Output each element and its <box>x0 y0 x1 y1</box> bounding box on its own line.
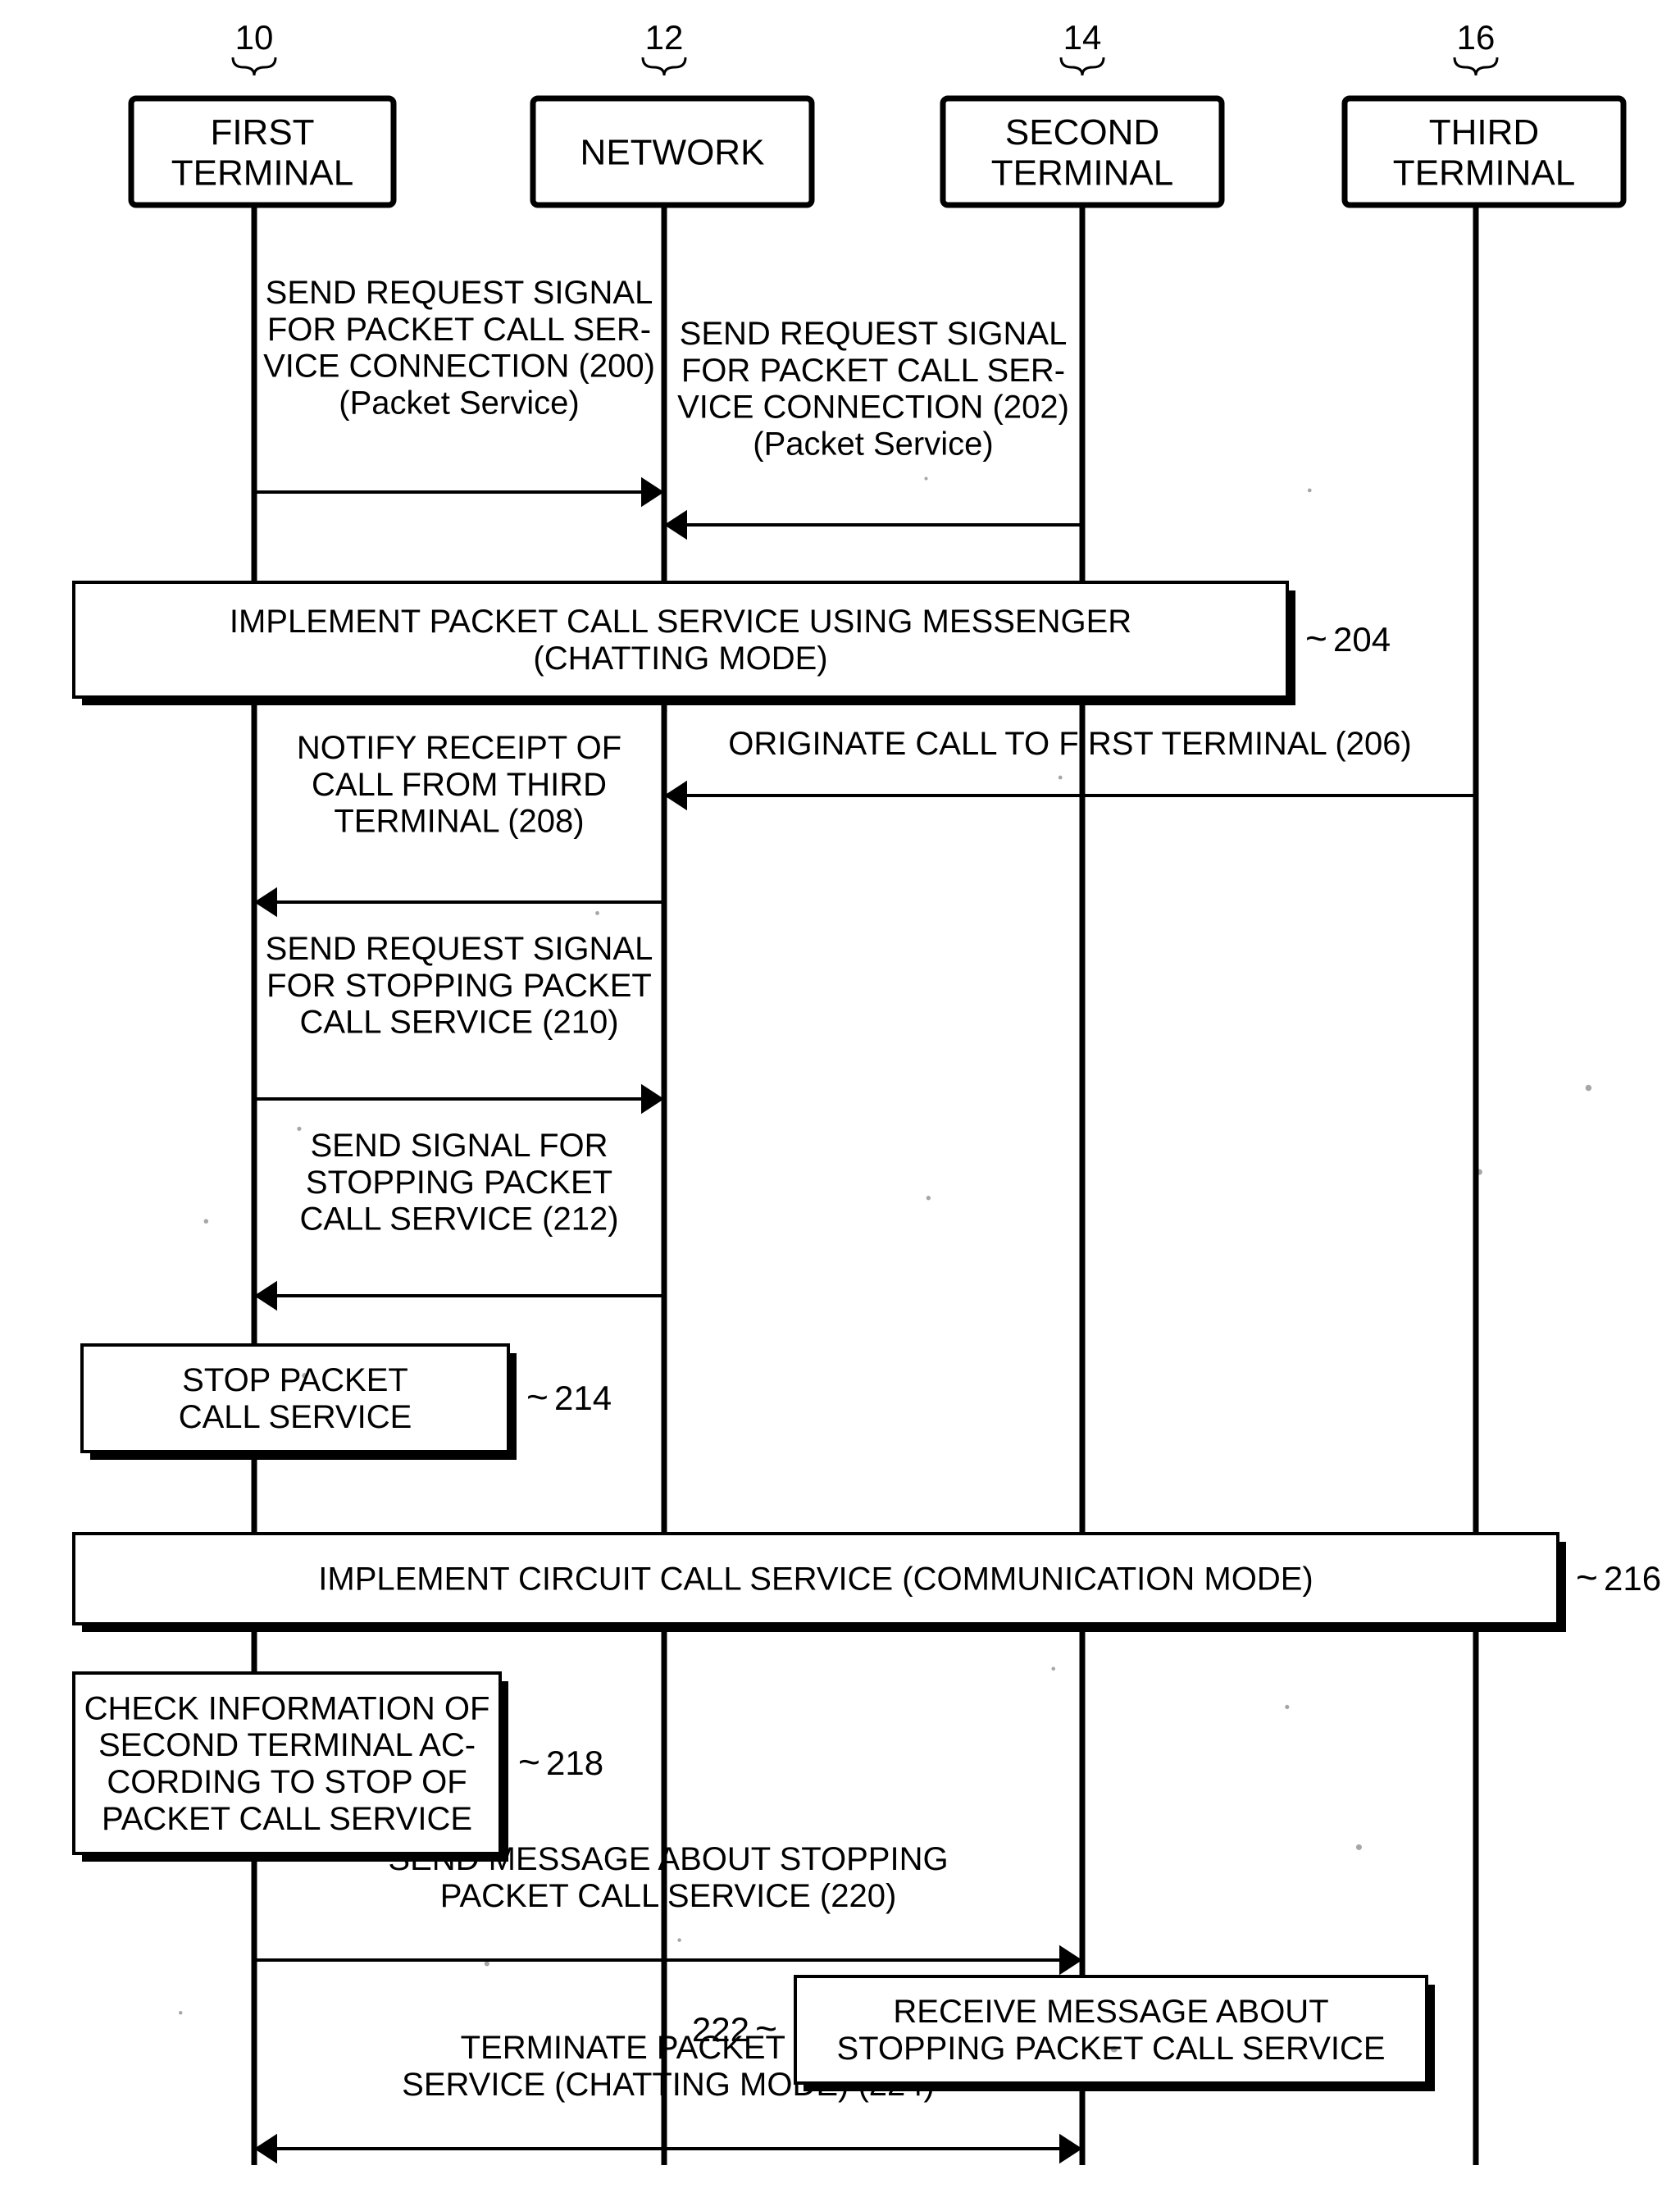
svg-text:FOR PACKET CALL SER-: FOR PACKET CALL SER- <box>267 312 651 348</box>
svg-text:(CHATTING MODE): (CHATTING MODE) <box>533 641 827 677</box>
noise-dot <box>1059 776 1063 780</box>
noise-dot <box>595 911 599 915</box>
svg-text:STOPPING PACKET: STOPPING PACKET <box>306 1165 612 1201</box>
svg-text:PACKET CALL SERVICE: PACKET CALL SERVICE <box>102 1801 472 1837</box>
svg-text:TERMINAL: TERMINAL <box>991 153 1173 193</box>
noise-dot <box>485 1961 489 1966</box>
ref-number: 216 <box>1604 1559 1661 1598</box>
svg-text:CALL FROM THIRD: CALL FROM THIRD <box>312 767 607 803</box>
svg-text:~: ~ <box>1576 1556 1598 1598</box>
svg-text:PACKET CALL SERVICE (220): PACKET CALL SERVICE (220) <box>440 1878 897 1914</box>
lifeline-id: 14 <box>1063 18 1102 57</box>
svg-text:SECOND: SECOND <box>1005 112 1159 153</box>
svg-text:CALL SERVICE: CALL SERVICE <box>179 1399 412 1435</box>
svg-text:NETWORK: NETWORK <box>580 132 765 172</box>
svg-text:TERMINAL (208): TERMINAL (208) <box>334 804 584 840</box>
svg-text:IMPLEMENT CIRCUIT CALL SERVICE: IMPLEMENT CIRCUIT CALL SERVICE (COMMUNIC… <box>318 1561 1313 1598</box>
noise-dot <box>1285 1705 1289 1709</box>
lifeline-id: 16 <box>1457 18 1496 57</box>
ref-number: 222 <box>692 2010 749 2049</box>
svg-text:TERMINAL: TERMINAL <box>171 153 353 193</box>
svg-text:VICE CONNECTION (202): VICE CONNECTION (202) <box>677 390 1069 426</box>
noise-dot <box>297 1127 301 1131</box>
svg-text:NOTIFY RECEIPT OF: NOTIFY RECEIPT OF <box>297 730 621 766</box>
svg-text:TERMINAL: TERMINAL <box>1393 153 1575 193</box>
ref-number: 204 <box>1333 620 1391 659</box>
svg-text:CORDING TO STOP OF: CORDING TO STOP OF <box>107 1764 467 1800</box>
noise-dot <box>204 1219 208 1223</box>
noise-dot <box>1051 1666 1055 1671</box>
noise-dot <box>924 477 927 481</box>
svg-text:~: ~ <box>755 2007 777 2049</box>
noise-dot <box>1477 1169 1482 1175</box>
svg-text:CALL SERVICE (212): CALL SERVICE (212) <box>299 1201 618 1238</box>
noise-dot <box>179 2011 182 2014</box>
noise-dot <box>927 1196 931 1200</box>
noise-dot <box>1356 1844 1362 1850</box>
svg-text:SEND REQUEST SIGNAL: SEND REQUEST SIGNAL <box>266 931 653 967</box>
svg-text:ORIGINATE CALL TO FIRST TERMIN: ORIGINATE CALL TO FIRST TERMINAL (206) <box>728 726 1412 762</box>
svg-text:FIRST: FIRST <box>210 112 314 153</box>
svg-text:SEND REQUEST SIGNAL: SEND REQUEST SIGNAL <box>266 275 653 311</box>
svg-text:~: ~ <box>518 1740 540 1783</box>
noise-dot <box>677 1938 681 1941</box>
svg-text:FOR STOPPING PACKET: FOR STOPPING PACKET <box>266 968 652 1004</box>
svg-text:THIRD: THIRD <box>1429 112 1539 153</box>
svg-text:VICE CONNECTION (200): VICE CONNECTION (200) <box>263 349 655 385</box>
svg-text:(Packet Service): (Packet Service) <box>753 426 993 462</box>
svg-text:STOP PACKET: STOP PACKET <box>182 1362 408 1398</box>
lifeline-id: 10 <box>235 18 274 57</box>
svg-text:FOR PACKET CALL SER-: FOR PACKET CALL SER- <box>681 353 1065 389</box>
noise-dot <box>662 708 667 713</box>
svg-text:CALL SERVICE (210): CALL SERVICE (210) <box>299 1005 618 1041</box>
svg-text:SECOND TERMINAL AC-: SECOND TERMINAL AC- <box>98 1727 476 1763</box>
svg-text:CHECK INFORMATION OF: CHECK INFORMATION OF <box>84 1690 490 1726</box>
svg-text:(Packet Service): (Packet Service) <box>339 385 579 421</box>
svg-text:SEND SIGNAL FOR: SEND SIGNAL FOR <box>310 1128 608 1164</box>
noise-dot <box>302 1373 307 1378</box>
ref-number: 218 <box>546 1744 603 1782</box>
svg-text:~: ~ <box>526 1375 549 1418</box>
svg-text:IMPLEMENT PACKET CALL SERVICE: IMPLEMENT PACKET CALL SERVICE USING MESS… <box>230 604 1131 640</box>
lifeline-id: 12 <box>645 18 684 57</box>
svg-text:SEND REQUEST SIGNAL: SEND REQUEST SIGNAL <box>680 316 1068 352</box>
noise-dot <box>1308 489 1312 493</box>
noise-dot <box>1111 2046 1118 2053</box>
noise-dot <box>1586 1085 1592 1092</box>
ref-number: 214 <box>554 1379 612 1417</box>
svg-text:~: ~ <box>1305 617 1327 659</box>
svg-text:RECEIVE MESSAGE ABOUT: RECEIVE MESSAGE ABOUT <box>893 1994 1328 2030</box>
